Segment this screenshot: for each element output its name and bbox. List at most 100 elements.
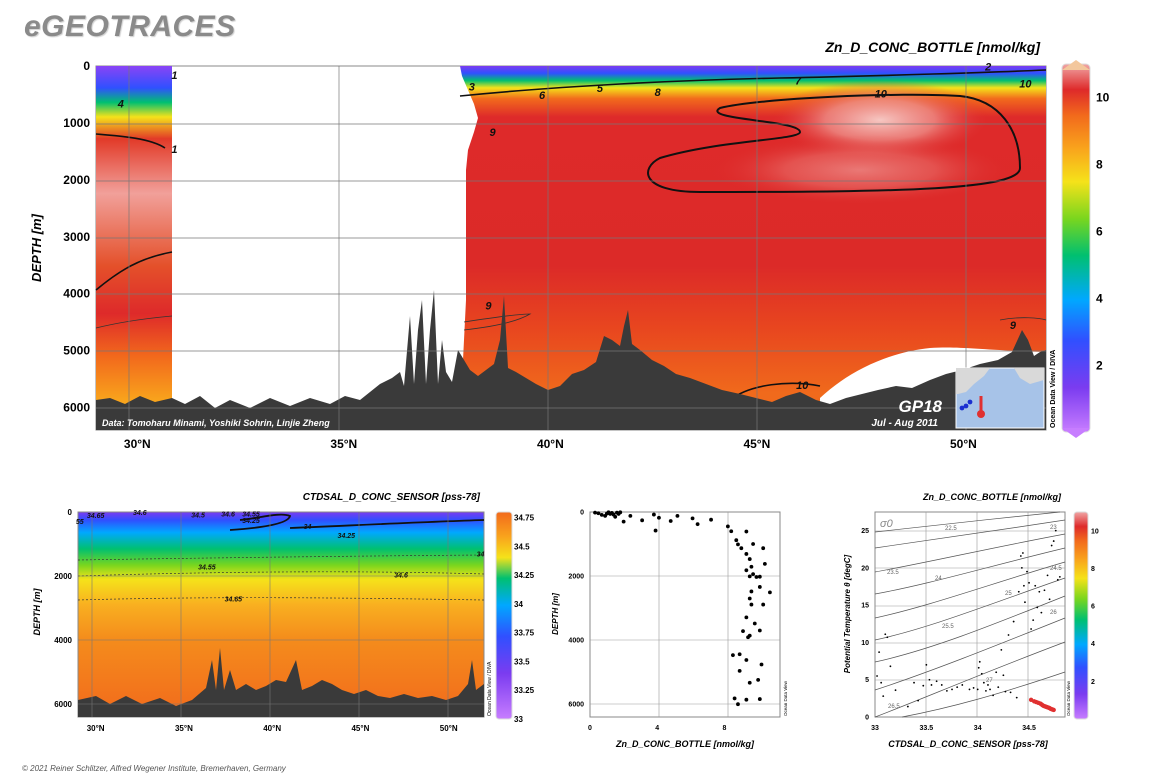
isopycnal-label: 26.5 bbox=[888, 704, 900, 710]
ts-point bbox=[1023, 584, 1025, 587]
ts-point bbox=[925, 663, 928, 666]
profile-point bbox=[695, 522, 700, 527]
ts-point bbox=[972, 687, 975, 689]
contour-label: 9 bbox=[485, 300, 492, 312]
profile-point bbox=[734, 538, 739, 543]
y-tick-label: 0 bbox=[865, 714, 869, 721]
profile-point bbox=[744, 568, 749, 573]
copyright-footer: © 2021 Reiner Schlitzer, Alfred Wegener … bbox=[22, 764, 286, 773]
profile-point bbox=[754, 575, 759, 579]
contour-label: 2 bbox=[984, 61, 991, 73]
contour-label: 5 bbox=[597, 83, 604, 95]
ts-point bbox=[1002, 674, 1005, 677]
y-tick-label: 0 bbox=[68, 508, 73, 517]
profile-point bbox=[731, 653, 735, 658]
profile-point bbox=[737, 668, 742, 673]
ts-point bbox=[928, 678, 931, 681]
colorbar-tick-label: 2 bbox=[1096, 358, 1103, 372]
x-tick-label: 33.5 bbox=[920, 725, 934, 732]
profile-point bbox=[744, 552, 749, 556]
contour-label: 34 bbox=[304, 524, 312, 531]
profile-point bbox=[651, 512, 656, 517]
salinity-seafloor bbox=[78, 648, 484, 717]
ts-point bbox=[882, 695, 885, 698]
ts-point bbox=[922, 684, 925, 687]
main-contour-left bbox=[95, 133, 173, 291]
contour-label: 8 bbox=[655, 87, 662, 99]
ts-point bbox=[1054, 529, 1057, 532]
profile-point bbox=[640, 518, 645, 523]
profile-point bbox=[747, 574, 752, 579]
salinity-colorbar-caption: Ocean Data View / DIVA bbox=[487, 661, 493, 716]
x-tick-label: 35°N bbox=[330, 437, 357, 451]
y-tick-label: 2000 bbox=[54, 572, 72, 581]
ts-point bbox=[951, 688, 953, 691]
profile-point bbox=[657, 515, 661, 520]
profile-point bbox=[747, 596, 752, 601]
ts-point bbox=[1034, 584, 1037, 587]
main-axes: 30°N 35°N 40°N 45°N 50°N 0 1000 2000 3000 4000 500… bbox=[63, 59, 977, 451]
ts-y-axis-label: Potential Temperature θ [degC] bbox=[843, 554, 852, 673]
colorbar-tick-label: 33.25 bbox=[514, 686, 535, 695]
profile-caption: Ocean Data View bbox=[783, 680, 788, 716]
ts-plot-frame bbox=[874, 511, 1066, 718]
salinity-contour-thin bbox=[77, 554, 485, 601]
contour-label: 6 bbox=[539, 90, 546, 102]
main-contour-thin bbox=[95, 313, 1047, 331]
x-tick-label: 4 bbox=[655, 725, 659, 732]
salinity-colorbar bbox=[495, 511, 513, 720]
profile-point bbox=[737, 652, 742, 657]
profile-point bbox=[690, 516, 695, 521]
isopycnal-label: 24.5 bbox=[1050, 566, 1062, 572]
contour-label: 34.25 bbox=[242, 518, 260, 525]
ts-point bbox=[1046, 574, 1049, 577]
contour-label: 34.65 bbox=[225, 596, 243, 603]
colorbar-tick-label: 33.5 bbox=[514, 657, 530, 666]
contour-label: 10 bbox=[796, 380, 809, 392]
profile-point bbox=[628, 513, 633, 518]
isopycnal-label: 24 bbox=[935, 576, 942, 582]
ts-isopycnal-labels: 22.5 23 23.5 24 24.5 25 25.5 26 26.5 27 bbox=[887, 525, 1062, 710]
y-tick-label: 4000 bbox=[568, 638, 584, 645]
colorbar-tick-label: 4 bbox=[1096, 291, 1103, 305]
ts-point bbox=[1038, 590, 1041, 593]
profile-point bbox=[618, 510, 623, 515]
ts-x-axis-label: CTDSAL_D_CONC_SENSOR [pss-78] bbox=[888, 739, 1049, 749]
ts-point bbox=[1019, 555, 1022, 557]
contour-label: 34.6 bbox=[133, 510, 147, 517]
profile-point bbox=[736, 702, 740, 707]
ts-colorbar bbox=[1073, 511, 1089, 720]
ts-point bbox=[1036, 606, 1039, 609]
ts-point bbox=[940, 684, 943, 686]
main-colorbar bbox=[1061, 63, 1091, 433]
colorbar-tick-label: 8 bbox=[1091, 566, 1095, 573]
contour-label: 34.5 bbox=[191, 512, 205, 519]
profile-point bbox=[732, 696, 737, 701]
profile-point bbox=[613, 514, 618, 519]
profile-point bbox=[741, 629, 745, 634]
ts-point bbox=[985, 690, 987, 692]
profile-point bbox=[757, 628, 762, 633]
contour-label: 1 bbox=[171, 144, 177, 156]
x-tick-label: 8 bbox=[723, 725, 727, 732]
ts-point bbox=[1052, 540, 1055, 542]
colorbar-tick-label: 34.25 bbox=[514, 571, 535, 580]
ts-point bbox=[1048, 598, 1051, 601]
ts-point bbox=[1021, 552, 1024, 554]
main-contour-10 bbox=[647, 93, 1022, 194]
ts-point bbox=[1043, 589, 1046, 592]
colorbar-tick-label: 10 bbox=[1096, 91, 1110, 105]
ts-point bbox=[1017, 590, 1020, 593]
colorbar-tick-label: 33 bbox=[514, 715, 523, 724]
contour-label: 34.55 bbox=[242, 512, 260, 519]
ts-point bbox=[1007, 634, 1010, 636]
ts-title: Zn_D_CONC_BOTTLE [nmol/kg] bbox=[922, 492, 1062, 502]
profile-point bbox=[593, 510, 597, 515]
colorbar-tick-label: 34.5 bbox=[514, 542, 530, 551]
profile-point bbox=[761, 602, 766, 607]
ts-point bbox=[1012, 620, 1015, 623]
ts-point bbox=[978, 660, 981, 663]
isopycnal-label: 27 bbox=[986, 678, 993, 684]
ts-point bbox=[995, 671, 998, 674]
